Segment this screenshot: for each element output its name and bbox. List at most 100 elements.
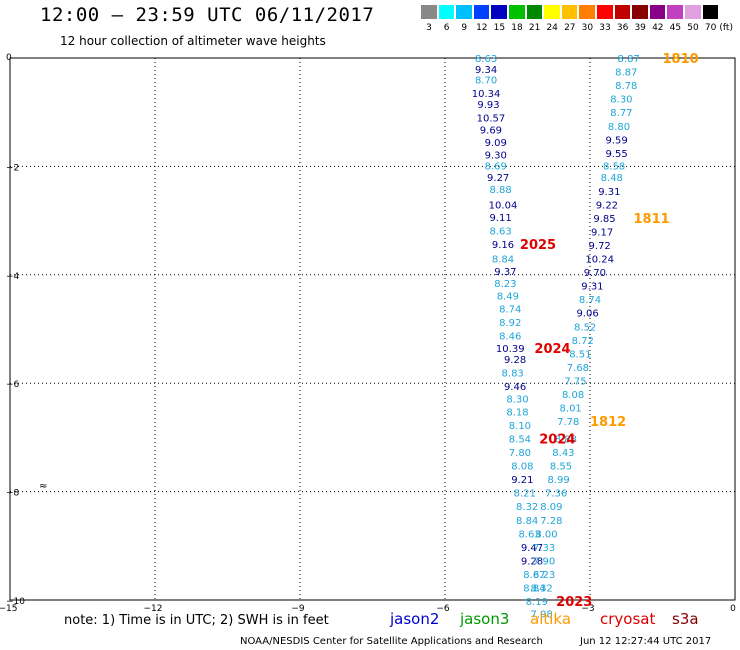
wave-height-value: 8.87 <box>618 54 640 65</box>
scale-swatch <box>491 5 507 19</box>
wave-height-value: 8.74 <box>499 304 521 315</box>
wave-height-value: 9.59 <box>605 135 627 146</box>
track-time-label: 2025 <box>520 238 556 253</box>
wave-height-value: 10.24 <box>585 255 614 266</box>
wave-height-value: 9.47 <box>521 543 543 554</box>
scale-swatch <box>561 5 578 19</box>
scale-label: 27 <box>564 23 576 33</box>
wave-height-value: 9.46 <box>504 382 526 393</box>
wave-height-value: 9.34 <box>475 65 497 76</box>
wave-height-value: 8.63 <box>518 529 540 540</box>
wave-height-value: 9.27 <box>487 173 509 184</box>
wave-height-value: 8.70 <box>475 76 497 87</box>
wave-height-value: 8.18 <box>506 407 528 418</box>
y-tick-label: −8 <box>6 489 20 499</box>
wave-height-value: 7.28 <box>540 516 562 527</box>
scale-swatch <box>509 5 525 19</box>
track-time-label: 2023 <box>556 595 592 610</box>
wave-height-value: 8.87 <box>615 68 637 79</box>
y-tick-label: −4 <box>6 272 20 282</box>
wave-height-value: 10.39 <box>496 344 525 355</box>
x-tick-label: −6 <box>436 604 450 614</box>
wave-height-value: 9.72 <box>589 241 611 252</box>
wave-height-value: 8.78 <box>615 81 637 92</box>
wave-height-value: 10.57 <box>477 114 506 125</box>
wave-height-value: 8.74 <box>579 295 601 306</box>
wave-height-value: 7.33 <box>533 543 555 554</box>
wave-height-value: 7.78 <box>557 417 579 428</box>
page-title: 12:00 – 23:59 UTC 06/11/2017 <box>40 4 375 26</box>
wave-height-value: 8.88 <box>555 434 577 445</box>
wave-height-value: 10.34 <box>472 89 501 100</box>
wave-height-value: 9.28 <box>504 355 526 366</box>
wave-height-value: 8.48 <box>601 173 623 184</box>
scale-swatch <box>685 5 701 19</box>
wave-height-value: 8.88 <box>489 185 511 196</box>
wave-height-value: 9.28 <box>521 556 543 567</box>
wave-height-value: 9.37 <box>494 267 516 278</box>
scale-label: 21 <box>528 23 541 33</box>
wave-height-value: 8.54 <box>509 434 531 445</box>
scale-label: 45 <box>669 23 682 33</box>
wave-height-value: 8.32 <box>531 584 553 595</box>
x-tick-label: −3 <box>581 604 594 614</box>
x-tick-label: 0 <box>730 604 736 614</box>
scale-swatch <box>614 5 631 19</box>
track-time-label: 2024 <box>539 432 575 447</box>
wave-height-value: 8.58 <box>603 161 625 172</box>
wave-height-value: 8.23 <box>533 570 555 581</box>
credit-text: NOAA/NESDIS Center for Satellite Applica… <box>240 636 543 647</box>
wave-height-value: 7.98 <box>531 610 553 621</box>
wave-height-value: 9.06 <box>576 309 598 320</box>
track-time-label: 2024 <box>534 342 570 357</box>
scale-label: 42 <box>652 23 664 33</box>
wave-height-value: 8.30 <box>610 95 632 106</box>
wave-height-value: 8.08 <box>562 390 584 401</box>
scale-label: 12 <box>476 23 488 33</box>
scale-swatch <box>473 5 490 19</box>
y-tick-label: −2 <box>6 163 19 173</box>
y-tick-label: −6 <box>6 380 20 390</box>
scale-label: 18 <box>511 23 523 33</box>
x-tick-label: −12 <box>144 604 163 614</box>
y-tick-label: −10 <box>6 597 25 607</box>
wave-height-value: 8.99 <box>547 475 569 486</box>
wave-height-value: 9.31 <box>581 282 603 293</box>
island-marker: ≈ <box>39 481 47 492</box>
scale-label: 3 <box>426 23 432 33</box>
scale-swatch <box>667 5 683 19</box>
wave-height-value: 9.69 <box>480 126 502 137</box>
wave-height-value: 8.23 <box>494 279 516 290</box>
wave-height-value: 9.31 <box>598 187 620 198</box>
track-time-label: 1812 <box>590 415 626 430</box>
wave-height-value: 9.70 <box>584 268 606 279</box>
wave-height-value: 8.84 <box>523 584 545 595</box>
wave-height-value: 7.80 <box>509 448 531 459</box>
wave-height-value: 9.85 <box>593 214 615 225</box>
wave-height-value: 8.43 <box>552 448 574 459</box>
wave-height-value: 9.21 <box>511 475 533 486</box>
satellite-s3a: s3a <box>672 610 699 628</box>
x-tick-label: −15 <box>0 604 18 614</box>
satellite-jason2: jason2 <box>390 610 440 628</box>
wave-height-value: 9.55 <box>605 149 627 160</box>
scale-label: 30 <box>581 23 594 33</box>
wave-height-value: 8.08 <box>511 462 533 473</box>
scale-swatch <box>438 5 455 19</box>
wave-height-value: 8.19 <box>526 597 548 608</box>
wave-height-value: 8.84 <box>516 516 538 527</box>
y-tick-label: 0 <box>6 53 12 63</box>
scale-label: 33 <box>599 23 611 33</box>
wave-height-value: 7.90 <box>533 556 555 567</box>
scale-swatch <box>597 5 613 19</box>
timestamp-text: Jun 12 12:27:44 UTC 2017 <box>580 636 712 647</box>
wave-height-value: 8.00 <box>535 529 557 540</box>
scale-label: 24 <box>546 23 558 33</box>
wave-height-value: 7.75 <box>564 376 586 387</box>
wave-height-value: 8.92 <box>499 318 521 329</box>
wave-height-value: 9.17 <box>591 227 613 238</box>
scale-label: 6 <box>443 23 450 33</box>
wave-height-value: 8.63 <box>489 226 511 237</box>
wave-height-value: 8.21 <box>514 489 536 500</box>
